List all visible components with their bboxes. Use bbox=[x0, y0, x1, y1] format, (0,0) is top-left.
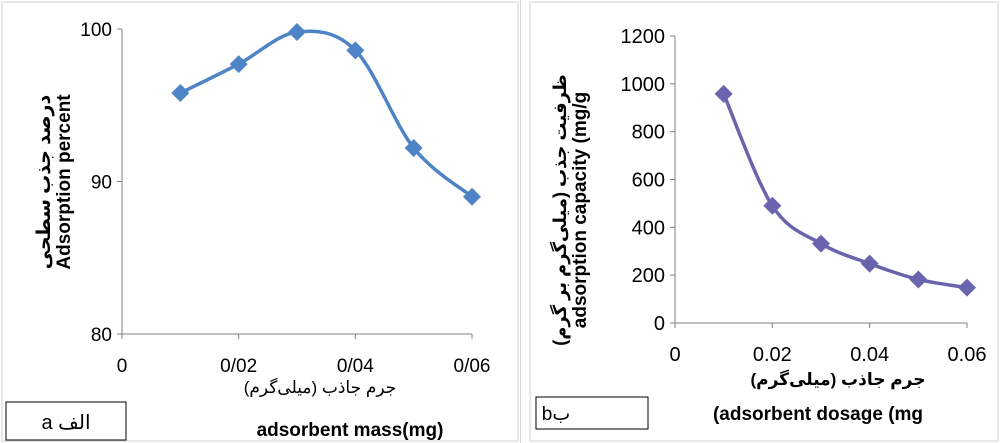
chart-a-y-tick-label: 80 bbox=[91, 325, 112, 346]
chart-b-x-tick-label: 0.04 bbox=[850, 344, 889, 366]
chart-a-data-point bbox=[171, 84, 190, 103]
chart-b-y-tick-label: 200 bbox=[632, 265, 665, 287]
chart-b-x-tick-label: 0.02 bbox=[753, 344, 792, 366]
chart-b-frame bbox=[529, 1, 999, 442]
chart-b-data-point bbox=[909, 270, 928, 289]
chart-b-y-tick-label: 1200 bbox=[621, 26, 666, 48]
chart-b-label-box bbox=[535, 396, 649, 430]
chart-a-series-line bbox=[179, 29, 474, 199]
chart-a-data-point bbox=[288, 23, 306, 42]
chart-a-y-tick-label: 90 bbox=[91, 173, 112, 194]
chart-b-data-point bbox=[763, 196, 782, 215]
chart-b-data-point bbox=[860, 254, 879, 273]
chart-b-ylabel-en: adsorption capacity (mg/g bbox=[570, 92, 591, 328]
chart-panel-b: 0 200 400 600 800 1000 1200 0 0.02 0.04 0.06 ظرفیت… bbox=[528, 0, 1000, 443]
chart-a-frame bbox=[1, 1, 519, 442]
chart-a-data-point bbox=[229, 55, 248, 74]
chart-b-data-point bbox=[958, 278, 976, 297]
chart-b-series-line bbox=[722, 93, 968, 290]
chart-b-ylabel-fa: ظرفیت جذب (میلی‌گرم بر گرم) bbox=[549, 74, 571, 346]
chart-a-svg: 80 90 100 0 0/02 0/04 0/06 درصد جذب سطحی Adsor… bbox=[1, 1, 519, 442]
panel-divider bbox=[520, 0, 529, 443]
chart-b-data-point bbox=[812, 234, 830, 253]
chart-b-y-tick-label: 800 bbox=[632, 122, 665, 144]
chart-a-label-box bbox=[5, 401, 127, 441]
chart-b-data-point bbox=[714, 84, 733, 103]
chart-a-x-tick-label: 0/02 bbox=[220, 356, 257, 377]
chart-a-data-point bbox=[346, 41, 365, 60]
chart-b-x-tick-label: 0.06 bbox=[948, 344, 987, 366]
chart-panel-a: 80 90 100 0 0/02 0/04 0/06 درصد جذب سطحی Adsor… bbox=[1, 1, 519, 442]
chart-b-panel-label: bب bbox=[542, 404, 570, 425]
chart-a-x-tick-label: 0/06 bbox=[454, 356, 491, 377]
chart-b-svg: 0 200 400 600 800 1000 1200 0 0.02 0.04 0.06 ظرفیت… bbox=[529, 1, 999, 442]
chart-a-data-point bbox=[404, 138, 423, 157]
chart-b-xlabel-fa: جرم جاذب (میلی‌گرم) bbox=[750, 369, 925, 390]
chart-a-y-tick-label: 100 bbox=[80, 20, 112, 41]
chart-b-y-tick-label: 0 bbox=[654, 313, 665, 335]
chart-a-panel-label: a الف bbox=[41, 412, 90, 434]
chart-a-xlabel-fa: جرم جاذب (میلی‌گرم) bbox=[244, 377, 396, 397]
chart-b-y-tick-label: 400 bbox=[632, 217, 665, 239]
chart-a-ylabel-fa: درصد جذب سطحی bbox=[34, 95, 55, 270]
chart-b-y-tick-label: 1000 bbox=[621, 74, 666, 96]
chart-a-data-point bbox=[463, 187, 481, 206]
chart-a-x-tick-label: 0/04 bbox=[337, 356, 374, 377]
chart-a-xlabel-en: adsorbent mass(mg) bbox=[257, 420, 444, 441]
chart-b-y-tick-label: 600 bbox=[632, 170, 665, 192]
chart-b-xlabel-en: (adsorbent dosage (mg bbox=[713, 404, 923, 425]
chart-a-ylabel-en: Adsorption percent bbox=[54, 94, 75, 270]
chart-a-x-tick-label: 0 bbox=[117, 356, 128, 377]
chart-b-x-tick-label: 0 bbox=[669, 344, 680, 366]
